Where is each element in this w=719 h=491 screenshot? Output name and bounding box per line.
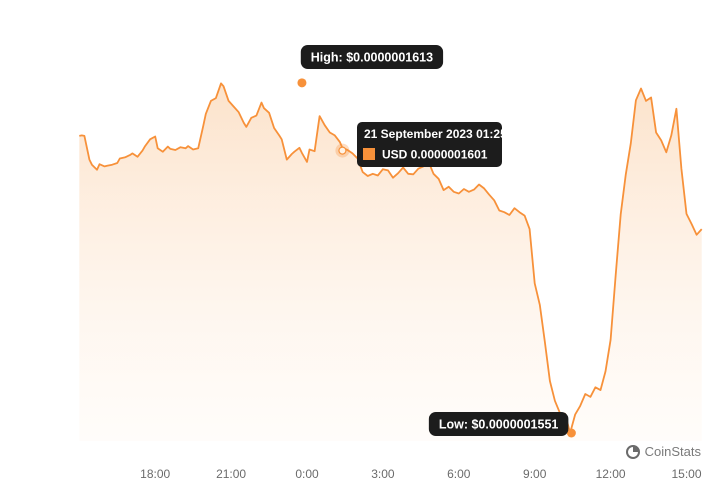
hover-tooltip: 21 September 2023 01:25 USD 0.0000001601: [357, 122, 507, 167]
brand-name: CoinStats: [644, 444, 701, 459]
x-tick-label: 9:00: [523, 467, 547, 481]
x-axis: 18:00 21:00 0:00 3:00 6:00 9:00 12:00 15:00: [140, 467, 702, 481]
x-tick-label: 3:00: [371, 467, 395, 481]
svg-text:Low: $0.0000001551: Low: $0.0000001551: [439, 418, 559, 432]
x-tick-label: 18:00: [140, 467, 170, 481]
x-tick-label: 0:00: [295, 467, 319, 481]
x-tick-label: 6:00: [447, 467, 471, 481]
high-price-label: High: $0.0000001613: [300, 45, 444, 69]
coinstats-brand: CoinStats: [625, 444, 701, 459]
x-tick-label: 21:00: [216, 467, 246, 481]
tooltip-date: 21 September 2023 01:25: [364, 127, 507, 141]
high-point-dot: [297, 78, 307, 88]
low-price-label: Low: $0.0000001551: [428, 412, 569, 436]
svg-text:High: $0.0000001613: High: $0.0000001613: [311, 51, 433, 65]
low-point-dot: [566, 428, 576, 438]
x-tick-label: 12:00: [596, 467, 626, 481]
hover-point-dot: [338, 146, 347, 155]
tooltip-value: USD 0.0000001601: [382, 148, 488, 162]
x-tick-label: 15:00: [671, 467, 701, 481]
tooltip-series-swatch: [363, 148, 375, 160]
coinstats-logo-icon: [625, 444, 640, 459]
price-line: [79, 82, 703, 434]
